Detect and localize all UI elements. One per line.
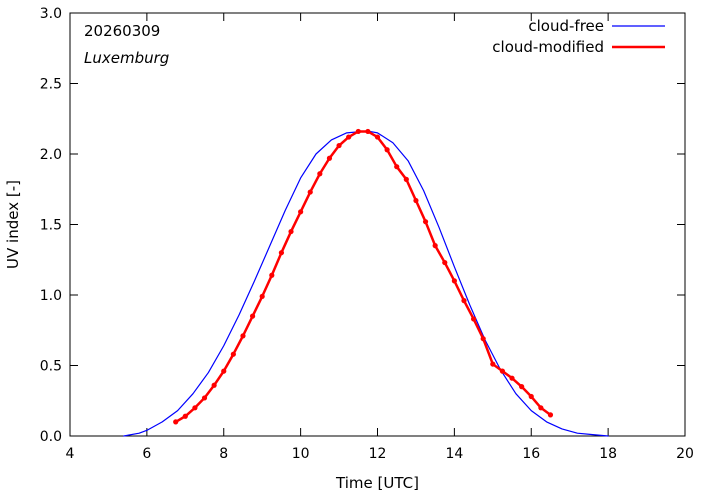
x-axis-label: Time [UTC]	[335, 474, 419, 492]
data-point-cloud-modified	[499, 368, 506, 374]
data-point-cloud-modified	[259, 293, 265, 300]
data-point-cloud-modified	[346, 134, 352, 140]
data-point-cloud-modified	[355, 128, 361, 135]
data-point-cloud-modified	[211, 382, 217, 388]
data-point-cloud-modified	[298, 209, 304, 215]
y-tick-label: 0.0	[40, 429, 62, 445]
plot-frame	[69, 12, 686, 437]
x-tick-label: 12	[369, 446, 387, 462]
data-point-cloud-modified	[461, 298, 467, 304]
data-point-cloud-modified	[365, 128, 371, 135]
legend-label-cloud-modified: cloud-modified	[492, 38, 604, 56]
x-axis-ticks: 4 6 8 10 12 14 16 18 20	[66, 13, 694, 462]
data-point-cloud-modified	[317, 171, 323, 177]
data-point-cloud-modified	[413, 197, 419, 204]
date-annotation: 20260309	[84, 22, 160, 40]
data-point-cloud-modified	[269, 272, 275, 278]
data-point-cloud-modified	[278, 250, 285, 256]
x-tick-label: 20	[676, 446, 694, 462]
legend-label-cloud-free: cloud-free	[528, 17, 604, 35]
data-point-cloud-modified	[201, 395, 208, 401]
y-tick-label: 1.5	[40, 218, 62, 234]
data-point-cloud-modified	[240, 333, 246, 339]
series-line-cloud-free	[123, 130, 609, 437]
x-tick-label: 8	[219, 446, 228, 462]
data-point-cloud-modified	[182, 413, 188, 419]
data-point-cloud-modified	[422, 219, 429, 225]
data-point-cloud-modified	[509, 375, 515, 381]
data-point-cloud-modified	[538, 405, 544, 411]
y-tick-label: 2.5	[40, 77, 62, 93]
data-point-cloud-modified	[173, 419, 179, 425]
x-tick-label: 6	[142, 446, 151, 462]
y-axis-ticks: 0.0 0.5 1.0 1.5 2.0 2.5 3.0	[40, 6, 685, 445]
y-tick-label: 0.5	[40, 359, 62, 375]
y-tick-label: 1.0	[40, 288, 62, 304]
data-point-cloud-modified	[230, 351, 236, 357]
y-axis-label: UV index [-]	[4, 180, 22, 269]
data-point-cloud-modified	[519, 384, 525, 390]
data-point-cloud-modified	[221, 368, 227, 374]
x-tick-label: 16	[522, 446, 540, 462]
data-point-cloud-modified	[336, 142, 342, 149]
legend: cloud-free cloud-modified	[492, 17, 665, 56]
location-annotation: Luxemburg	[84, 49, 169, 67]
data-point-cloud-modified	[480, 336, 486, 342]
data-point-cloud-modified	[307, 189, 313, 195]
data-point-cloud-modified	[470, 316, 477, 322]
data-point-cloud-modified	[547, 412, 554, 418]
data-point-cloud-modified	[192, 405, 198, 411]
data-point-cloud-modified	[394, 164, 400, 170]
data-point-cloud-modified	[249, 313, 256, 319]
data-point-cloud-modified	[432, 243, 438, 249]
x-tick-label: 18	[599, 446, 617, 462]
data-point-cloud-modified	[374, 134, 381, 140]
x-tick-label: 4	[66, 446, 75, 462]
x-tick-label: 10	[292, 446, 310, 462]
data-point-cloud-modified	[288, 228, 294, 235]
series-line-cloud-modified	[174, 130, 552, 424]
data-point-cloud-modified	[442, 259, 448, 266]
data-point-cloud-modified	[451, 278, 457, 284]
y-tick-label: 3.0	[40, 6, 62, 22]
series-layer	[123, 128, 609, 437]
data-point-cloud-modified	[403, 176, 409, 182]
x-tick-label: 14	[445, 446, 463, 462]
data-point-cloud-modified	[490, 361, 496, 367]
data-point-cloud-modified	[326, 155, 333, 161]
data-point-cloud-modified	[384, 147, 390, 153]
y-tick-label: 2.0	[40, 147, 62, 163]
data-point-cloud-modified	[528, 393, 534, 400]
